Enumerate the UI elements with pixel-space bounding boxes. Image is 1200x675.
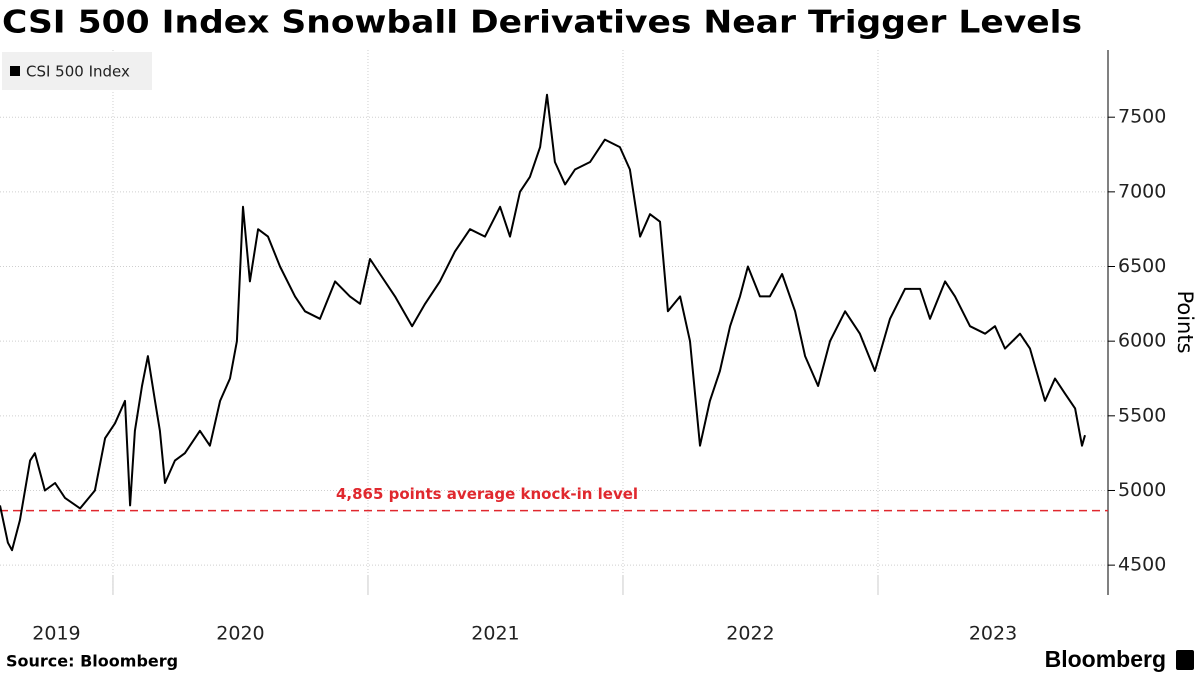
y-tick-label: 5000 — [1118, 479, 1166, 501]
source: Source: Bloomberg — [6, 652, 178, 671]
brand-icon — [1176, 650, 1194, 670]
legend-swatch — [10, 66, 20, 76]
line-series — [0, 93, 1086, 552]
y-tick-label: 4500 — [1118, 554, 1166, 576]
legend-label: CSI 500 Index — [26, 63, 130, 81]
x-tick-label: 2021 — [471, 623, 519, 645]
x-tick-label: 2020 — [216, 623, 264, 645]
y-tick-label: 6500 — [1118, 255, 1166, 277]
y-tick-label: 6000 — [1118, 330, 1166, 352]
reference-label: 4,865 points average knock-in level — [336, 485, 638, 503]
x-tick-label: 2023 — [969, 623, 1017, 645]
legend-box — [2, 52, 152, 90]
brand: Bloomberg — [1045, 646, 1166, 672]
y-tick-label: 7000 — [1118, 180, 1166, 202]
y-tick-label: 7500 — [1118, 106, 1166, 128]
chart-title: CSI 500 Index Snowball Derivatives Near … — [2, 5, 1082, 41]
y-tick-label: 5500 — [1118, 404, 1166, 426]
x-tick-label: 2022 — [726, 623, 774, 645]
y-axis-title: Points — [1173, 290, 1197, 353]
x-tick-label: 2019 — [32, 623, 80, 645]
